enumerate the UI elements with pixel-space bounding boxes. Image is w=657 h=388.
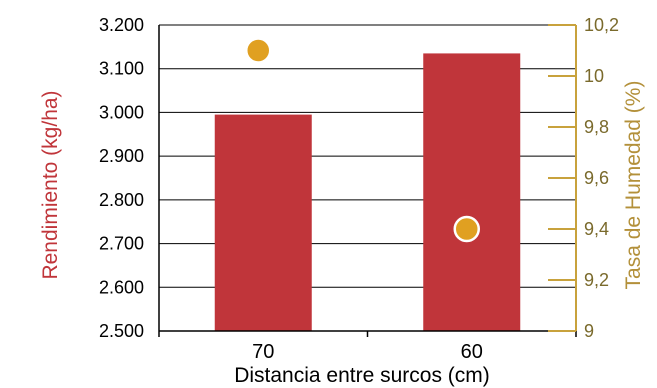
- y-tick-label: 2.800: [99, 190, 144, 210]
- y-tick-label: 2.900: [99, 146, 144, 166]
- y2-tick-label: 9,4: [584, 219, 609, 239]
- x-tick-label: 70: [252, 341, 274, 363]
- y-axis-title: Rendimiento (kg/ha): [39, 90, 62, 279]
- left-tick-labels: 2.500 2.600 2.700 2.800 2.900 3.000 3.100 3.200: [99, 15, 144, 341]
- y2-tick-label: 9: [584, 321, 594, 341]
- y2-tick-label: 10,2: [584, 15, 619, 35]
- y2-tick-label: 10: [584, 66, 604, 86]
- point-70: [245, 37, 272, 64]
- y-tick-label: 3.000: [99, 102, 144, 122]
- y-tick-label: 2.500: [99, 321, 144, 341]
- right-tick-labels: 9 9,2 9,4 9,6 9,8 10 10,2: [548, 15, 619, 341]
- y2-tick-label: 9,2: [584, 270, 609, 290]
- x-tick-labels: 70 60: [252, 341, 483, 363]
- y-tick-label: 2.600: [99, 277, 144, 297]
- bar-60: [423, 53, 521, 332]
- x-axis-title: Distancia entre surcos (cm): [234, 364, 490, 387]
- point-60: [453, 215, 480, 243]
- bars: [214, 53, 521, 332]
- y2-tick-label: 9,8: [584, 117, 609, 137]
- y-tick-label: 2.700: [99, 234, 144, 254]
- y2-axis-title: Tasa de Humedad (%): [622, 81, 645, 290]
- y-tick-label: 3.100: [99, 59, 144, 79]
- bar-70: [214, 114, 312, 331]
- y2-tick-label: 9,6: [584, 168, 609, 188]
- y-tick-label: 3.200: [99, 15, 144, 35]
- scatter-points: [245, 37, 480, 243]
- x-tick-label: 60: [461, 341, 483, 363]
